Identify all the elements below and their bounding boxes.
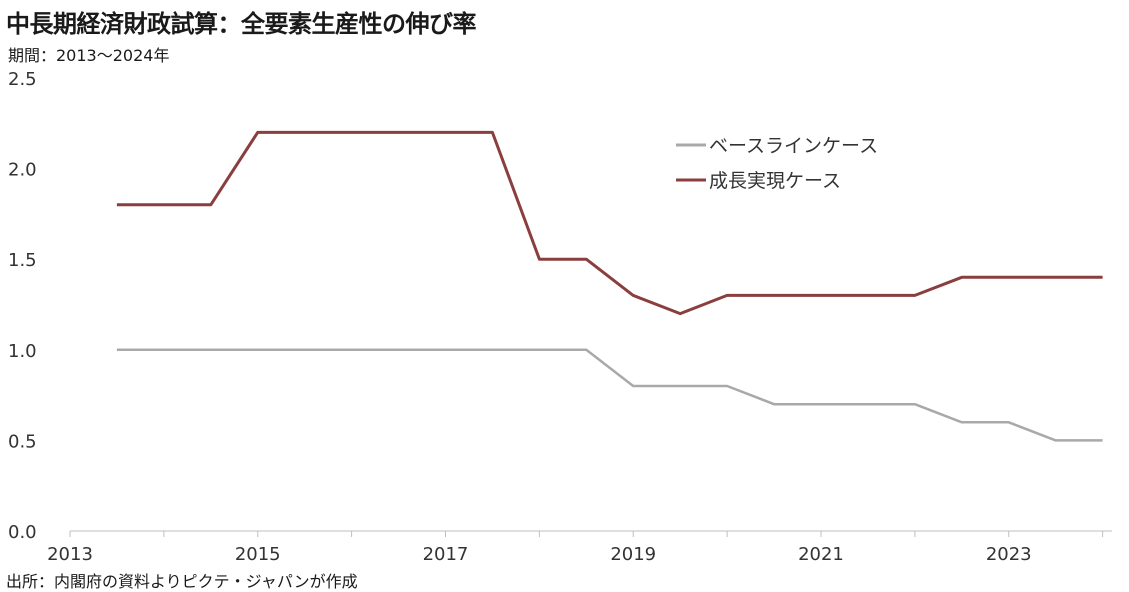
y-tick-label: 1.5 bbox=[8, 250, 37, 271]
legend-label: ベースラインケース bbox=[709, 135, 878, 157]
x-tick-label: 2013 bbox=[47, 544, 93, 565]
legend-label: 成長実現ケース bbox=[709, 170, 841, 192]
x-axis-ticks: 2013 2015 2017 2019 2021 2023 bbox=[47, 531, 1104, 565]
series-line-baseline bbox=[116, 348, 1103, 442]
x-tick-label: 2017 bbox=[423, 544, 469, 565]
x-tick-label: 2015 bbox=[235, 544, 281, 565]
chart-subtitle: 期間：2013～2024年 bbox=[8, 46, 170, 65]
series-lines bbox=[116, 130, 1103, 442]
x-tick-label: 2021 bbox=[798, 544, 844, 565]
series-line-growth bbox=[116, 130, 1103, 316]
x-tick-label: 2023 bbox=[986, 544, 1032, 565]
y-tick-label: 2.0 bbox=[8, 160, 37, 181]
y-tick-label: 0.0 bbox=[8, 522, 37, 543]
y-tick-label: 0.5 bbox=[8, 431, 37, 452]
y-tick-label: 1.0 bbox=[8, 341, 37, 362]
chart-title: 中長期経済財政試算：全要素生産性の伸び率 bbox=[6, 10, 477, 38]
x-tick-label: 2019 bbox=[610, 544, 656, 565]
y-tick-label: 2.5 bbox=[8, 69, 37, 90]
source-note: 出所：内閣府の資料よりピクテ・ジャパンが作成 bbox=[6, 572, 358, 591]
y-axis-tick-labels: 0.0 0.5 1.0 1.5 2.0 2.5 bbox=[8, 69, 37, 543]
